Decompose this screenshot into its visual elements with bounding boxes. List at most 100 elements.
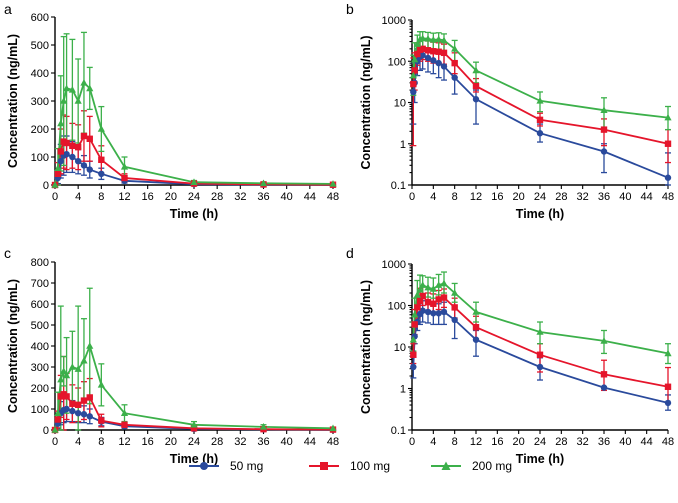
y-tick-label: 10 [394, 342, 406, 354]
data-point-100mg [435, 48, 442, 55]
y-tick-label: 800 [31, 257, 49, 269]
x-axis-title: Time (h) [516, 452, 564, 466]
legend-label-100mg: 100 mg [350, 459, 390, 473]
y-axis-title: Concentration (ng/mL) [359, 280, 373, 414]
data-point-200mg [411, 55, 419, 63]
data-point-200mg [60, 97, 68, 104]
data-point-200mg [62, 84, 71, 92]
x-tick-label: 32 [577, 436, 589, 448]
data-point-50mg [424, 308, 432, 316]
data-point-200mg [600, 106, 608, 114]
data-point-50mg [69, 153, 76, 161]
x-tick-label: 32 [234, 191, 246, 203]
data-point-50mg [430, 57, 437, 64]
x-tick-label: 4 [430, 436, 436, 448]
data-point-100mg [69, 400, 76, 407]
data-point-200mg [97, 381, 105, 388]
data-point-100mg [472, 323, 480, 331]
data-point-100mg [63, 139, 70, 147]
data-point-200mg [86, 84, 94, 92]
x-tick-label: 4 [75, 436, 81, 448]
data-point-50mg [63, 405, 70, 413]
chart-panel-a: 0 4 8 12 16 20 24 28 32 36 40 44 4801002003004005006… [6, 12, 339, 221]
data-point-50mg [451, 316, 458, 324]
x-tick-label: 44 [304, 436, 316, 448]
data-point-200mg [68, 86, 76, 93]
x-axis-title: Time (h) [170, 452, 218, 466]
data-point-200mg [80, 79, 88, 86]
data-point-50mg [435, 59, 442, 67]
data-point-200mg [440, 279, 448, 287]
data-point-200mg [664, 113, 672, 121]
data-point-200mg [74, 365, 82, 372]
y-tick-label: 300 [31, 362, 49, 374]
data-point-100mg [74, 401, 82, 408]
data-point-200mg [329, 180, 337, 187]
legend-item-50mg: 50 mg [189, 459, 263, 473]
data-point-100mg [536, 116, 544, 124]
x-tick-label: 32 [577, 191, 589, 203]
x-tick-label: 20 [513, 191, 525, 203]
series-line-50mg [412, 54, 669, 179]
data-point-200mg [536, 328, 544, 335]
y-tick-label: 500 [31, 320, 49, 332]
data-point-200mg [57, 119, 65, 127]
data-point-100mg [416, 297, 424, 304]
x-tick-label: 0 [409, 436, 415, 448]
x-tick-label: 8 [452, 191, 458, 203]
data-point-200mg [62, 371, 71, 379]
x-tick-label: 0 [52, 191, 58, 203]
data-point-200mg [409, 335, 417, 343]
y-tick-label: 200 [31, 124, 49, 136]
data-point-50mg [86, 166, 93, 173]
legend-label-200mg: 200 mg [472, 459, 512, 473]
data-point-50mg [86, 413, 93, 420]
y-tick-label: 100 [388, 301, 406, 313]
data-point-100mg [54, 170, 62, 177]
data-point-100mg [419, 45, 426, 53]
data-point-100mg [472, 82, 480, 90]
data-point-100mg [451, 304, 458, 311]
x-tick-label: 28 [555, 191, 567, 203]
x-tick-label: 20 [165, 191, 177, 203]
data-point-50mg [472, 96, 480, 103]
data-point-200mg [429, 285, 437, 292]
data-point-50mg [664, 399, 672, 407]
x-tick-label: 40 [619, 436, 631, 448]
x-tick-label: 40 [281, 191, 293, 203]
x-tick-label: 28 [555, 436, 567, 448]
x-tick-label: 36 [257, 436, 269, 448]
x-tick-label: 44 [304, 191, 316, 203]
x-tick-label: 32 [234, 436, 246, 448]
x-tick-label: 16 [142, 436, 154, 448]
y-tick-label: 0 [43, 180, 49, 192]
data-point-100mg [435, 296, 442, 303]
data-point-50mg [98, 170, 105, 177]
data-point-200mg [416, 285, 424, 293]
legend-item-200mg: 200 mg [431, 459, 512, 473]
x-tick-label: 4 [430, 191, 436, 203]
x-tick-label: 40 [619, 191, 631, 203]
data-point-200mg [419, 281, 427, 288]
data-point-200mg [411, 310, 419, 318]
data-point-100mg [536, 351, 544, 358]
data-point-200mg [413, 40, 421, 47]
x-tick-label: 0 [409, 191, 415, 203]
data-point-100mg [419, 292, 426, 300]
y-tick-label: 400 [31, 341, 49, 353]
data-point-200mg [472, 66, 480, 74]
x-tick-label: 36 [598, 191, 610, 203]
chart-panel-d: 0 4 8 12 16 20 24 28 32 36 40 44 480.11101001000Time… [359, 259, 674, 466]
data-point-100mg [98, 156, 105, 163]
data-point-200mg [51, 426, 59, 433]
data-point-50mg [600, 148, 608, 155]
data-point-200mg [435, 35, 443, 43]
data-point-50mg [80, 162, 88, 169]
x-tick-label: 48 [327, 436, 339, 448]
data-point-200mg [120, 409, 129, 416]
y-tick-label: 100 [31, 152, 49, 164]
data-point-200mg [451, 289, 459, 296]
y-axis-title: Concentration (ng/mL) [6, 34, 20, 168]
x-tick-label: 24 [534, 191, 546, 203]
